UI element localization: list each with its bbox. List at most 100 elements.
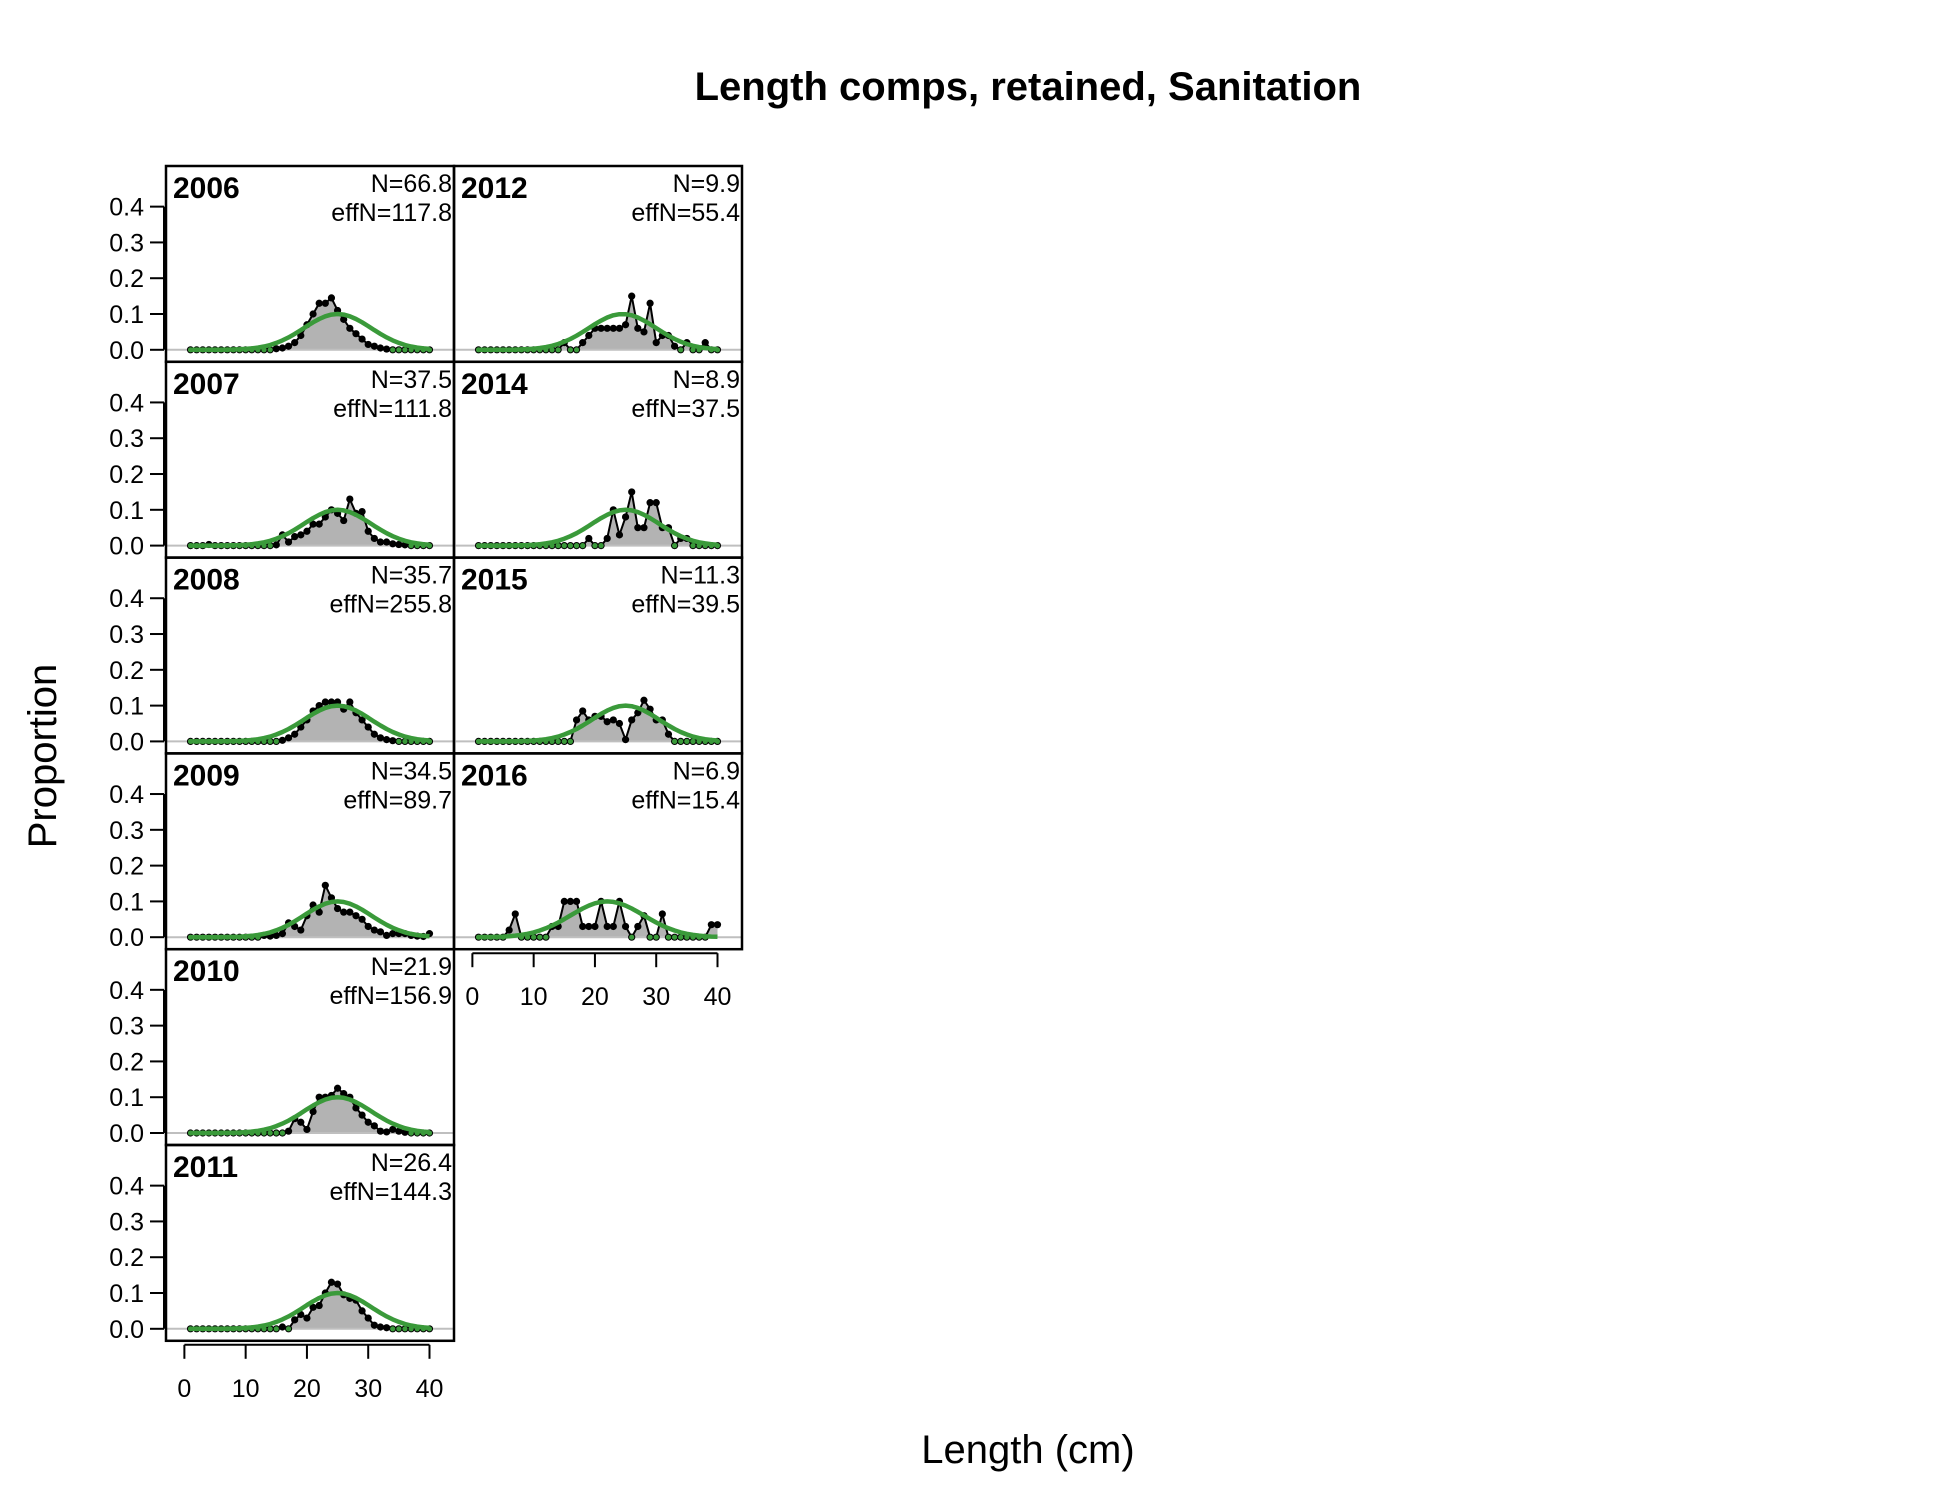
zero-point-2014 (500, 543, 506, 549)
zero-point-2008 (420, 738, 426, 745)
observed-point-2012 (670, 342, 679, 350)
zero-point-2006 (408, 347, 414, 353)
y-tick-label: 0.4 (109, 977, 144, 1005)
panel-effn-label: effN=255.8 (329, 591, 452, 619)
zero-point-2006 (224, 347, 230, 353)
zero-point-2007 (267, 543, 273, 549)
zero-point-2014 (598, 543, 604, 549)
panel-n-label: N=9.9 (673, 170, 740, 198)
observed-point-2007 (284, 538, 293, 546)
zero-point-2014 (549, 543, 555, 549)
zero-point-2015 (684, 738, 690, 745)
zero-point-2014 (702, 543, 708, 549)
observed-point-2007 (340, 516, 348, 525)
observed-point-2012 (701, 339, 709, 347)
zero-point-2015 (506, 738, 512, 745)
observed-point-2015 (664, 730, 673, 738)
zero-point-2015 (567, 738, 574, 745)
observed-point-2007 (395, 540, 403, 549)
zero-point-2014 (543, 543, 549, 549)
observed-point-2014 (646, 499, 654, 507)
observed-point-2016 (707, 921, 715, 929)
y-tick-label: 0.3 (109, 229, 144, 257)
observed-point-2011 (278, 1323, 287, 1331)
panel-n-label: N=11.3 (661, 562, 740, 590)
observed-point-2012 (646, 299, 654, 307)
observed-point-2009 (321, 881, 329, 889)
zero-point-2006 (414, 347, 420, 353)
observed-point-2008 (364, 723, 372, 731)
zero-point-2014 (690, 543, 696, 549)
observed-point-2012 (634, 324, 642, 332)
observed-point-2008 (389, 737, 397, 745)
observed-point-2006 (370, 342, 378, 350)
zero-point-2007 (187, 543, 194, 549)
panel-year-label: 2007 (173, 368, 240, 401)
observed-point-2007 (370, 534, 378, 543)
y-tick-label: 0.4 (109, 781, 144, 809)
zero-point-2014 (524, 543, 531, 549)
zero-point-2006 (243, 347, 249, 353)
observed-point-2009 (272, 931, 280, 940)
observed-point-2016 (560, 897, 568, 906)
y-tick-label: 0.4 (109, 389, 144, 417)
zero-point-2007 (212, 543, 218, 549)
y-tick-label: 0.0 (109, 1120, 144, 1148)
y-tick-label: 0.2 (109, 657, 144, 685)
zero-point-2006 (402, 347, 408, 353)
zero-point-2010 (243, 1130, 249, 1136)
observed-point-2016 (579, 922, 587, 931)
zero-point-2016 (629, 934, 635, 940)
y-tick-label: 0.1 (109, 497, 144, 525)
zero-point-2010 (187, 1130, 194, 1136)
zero-point-2011 (420, 1326, 426, 1332)
zero-point-2009 (187, 934, 194, 940)
observed-point-2016 (591, 922, 599, 931)
zero-point-2009 (249, 934, 255, 940)
zero-point-2010 (218, 1130, 224, 1136)
observed-point-2010 (395, 1127, 403, 1135)
zero-point-2010 (414, 1130, 420, 1136)
zero-point-2012 (543, 347, 549, 353)
observed-point-2014 (621, 513, 630, 521)
zero-point-2010 (230, 1130, 237, 1136)
zero-point-2012 (506, 347, 512, 353)
zero-point-2012 (524, 347, 531, 353)
zero-point-2015 (518, 738, 525, 745)
observed-point-2012 (579, 339, 587, 347)
zero-point-2012 (708, 347, 714, 353)
zero-point-2016 (531, 934, 537, 940)
observed-point-2012 (652, 339, 660, 347)
zero-point-2011 (267, 1326, 273, 1332)
observed-point-2008 (346, 698, 354, 706)
zero-point-2016 (482, 934, 488, 940)
observed-point-2007 (364, 527, 372, 535)
observed-point-2007 (346, 495, 354, 503)
observed-point-2009 (346, 908, 354, 916)
observed-point-2010 (352, 1104, 360, 1112)
observed-point-2009 (278, 930, 287, 938)
observed-point-2006 (291, 339, 299, 347)
panel-n-label: N=66.8 (371, 170, 452, 198)
observed-point-2009 (297, 926, 305, 934)
x-tick-label: 30 (354, 1375, 382, 1403)
zero-point-2010 (420, 1130, 426, 1136)
panel-n-label: N=8.9 (673, 366, 740, 394)
zero-point-2008 (243, 738, 249, 745)
zero-point-2007 (408, 543, 414, 549)
y-tick-label: 0.0 (109, 337, 144, 365)
zero-point-2010 (206, 1130, 212, 1136)
zero-point-2014 (573, 543, 580, 549)
observed-point-2007 (297, 531, 305, 539)
zero-point-2015 (500, 738, 506, 745)
y-tick-label: 0.3 (109, 425, 144, 453)
panel-year-label: 2016 (461, 759, 528, 792)
expected-line-2011 (190, 1290, 430, 1332)
expected-line-2009 (190, 899, 430, 940)
y-tick-label: 0.3 (109, 621, 144, 649)
zero-point-2009 (200, 934, 206, 940)
zero-point-2016 (475, 934, 482, 940)
zero-point-2008 (255, 738, 261, 745)
